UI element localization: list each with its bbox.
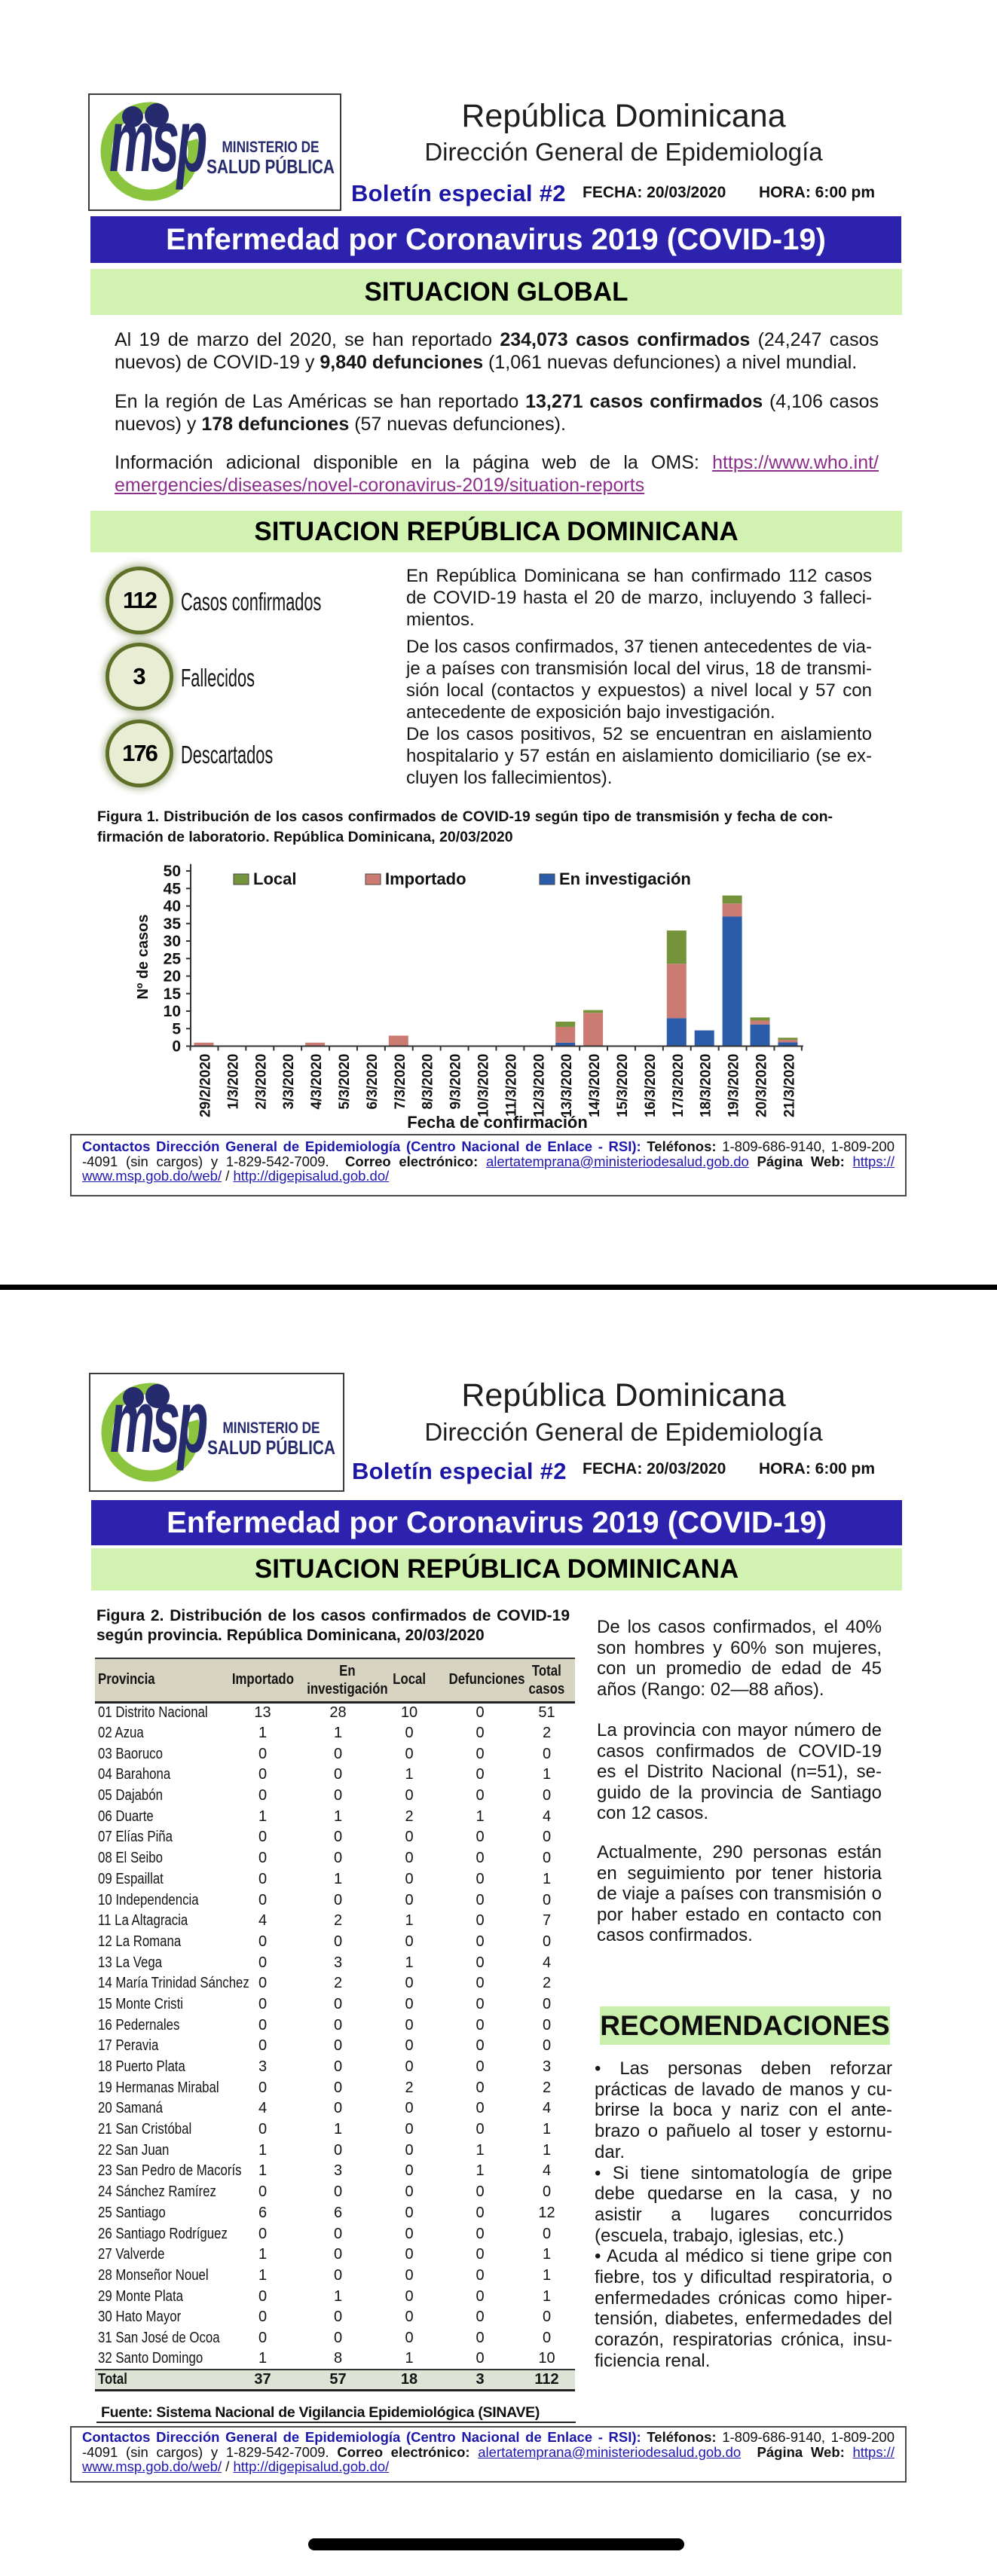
svg-text:6/3/2020: 6/3/2020 [365,1054,381,1110]
svg-text:20: 20 [164,968,181,985]
svg-text:5/3/2020: 5/3/2020 [337,1054,353,1110]
svg-text:15: 15 [164,985,182,1003]
svg-text:35: 35 [164,915,182,933]
svg-text:Local: Local [253,869,296,888]
svg-text:0: 0 [172,1038,181,1056]
svg-text:MINISTERIO DE: MINISTERIO DE [222,139,319,157]
svg-text:Nº de casos: Nº de casos [135,915,151,1000]
svg-text:13/3/2020: 13/3/2020 [559,1054,575,1118]
svg-text:1/3/2020: 1/3/2020 [225,1054,241,1110]
svg-text:16/3/2020: 16/3/2020 [643,1054,659,1118]
svg-text:MINISTERIO DE: MINISTERIO DE [222,1420,320,1438]
svg-text:21/3/2020: 21/3/2020 [781,1054,797,1118]
svg-text:45: 45 [164,880,182,897]
svg-text:10/3/2020: 10/3/2020 [476,1054,492,1118]
svg-text:19/3/2020: 19/3/2020 [726,1054,742,1118]
svg-text:9/3/2020: 9/3/2020 [448,1054,464,1110]
svg-text:4/3/2020: 4/3/2020 [309,1054,325,1110]
svg-text:8/3/2020: 8/3/2020 [421,1054,436,1110]
svg-text:10: 10 [164,1003,181,1020]
svg-text:7/3/2020: 7/3/2020 [393,1054,408,1110]
svg-text:25: 25 [164,950,182,967]
svg-text:En investigación: En investigación [559,869,691,888]
svg-text:14/3/2020: 14/3/2020 [587,1054,603,1118]
svg-text:2/3/2020: 2/3/2020 [253,1054,269,1110]
svg-text:30: 30 [164,933,181,950]
svg-text:3/3/2020: 3/3/2020 [281,1054,297,1110]
svg-text:20/3/2020: 20/3/2020 [754,1054,770,1118]
svg-text:12/3/2020: 12/3/2020 [531,1054,547,1118]
svg-text:40: 40 [164,898,181,915]
svg-text:SALUD PÚBLICA: SALUD PÚBLICA [206,155,335,178]
svg-text:5: 5 [172,1020,181,1037]
svg-text:Fecha de confirmación: Fecha de confirmación [407,1113,588,1132]
svg-text:18/3/2020: 18/3/2020 [699,1054,714,1118]
svg-text:msp: msp [109,95,206,191]
svg-text:50: 50 [164,863,181,880]
svg-text:SALUD PÚBLICA: SALUD PÚBLICA [207,1436,335,1459]
svg-text:msp: msp [110,1376,207,1471]
svg-text:15/3/2020: 15/3/2020 [615,1054,631,1118]
svg-text:29/2/2020: 29/2/2020 [198,1054,214,1118]
svg-text:Importado: Importado [385,869,466,888]
svg-text:17/3/2020: 17/3/2020 [671,1054,687,1118]
svg-text:11/3/2020: 11/3/2020 [503,1054,519,1117]
